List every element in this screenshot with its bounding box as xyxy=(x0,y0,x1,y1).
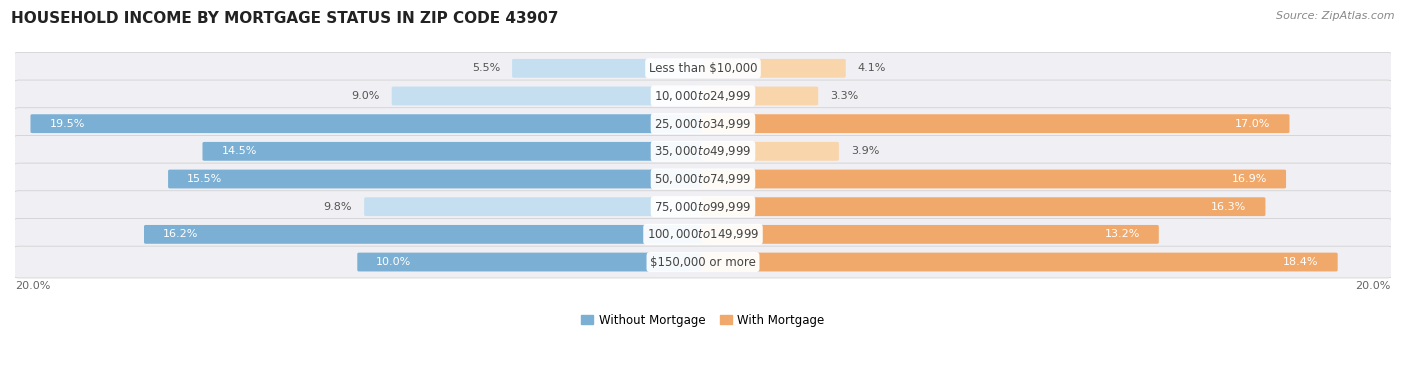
Text: HOUSEHOLD INCOME BY MORTGAGE STATUS IN ZIP CODE 43907: HOUSEHOLD INCOME BY MORTGAGE STATUS IN Z… xyxy=(11,11,558,26)
Text: Source: ZipAtlas.com: Source: ZipAtlas.com xyxy=(1277,11,1395,21)
FancyBboxPatch shape xyxy=(702,170,1286,188)
FancyBboxPatch shape xyxy=(13,52,1393,84)
Text: 16.9%: 16.9% xyxy=(1232,174,1267,184)
Text: 13.2%: 13.2% xyxy=(1105,229,1140,239)
Text: Less than $10,000: Less than $10,000 xyxy=(648,62,758,75)
FancyBboxPatch shape xyxy=(169,170,704,188)
Text: $10,000 to $24,999: $10,000 to $24,999 xyxy=(654,89,752,103)
Text: $75,000 to $99,999: $75,000 to $99,999 xyxy=(654,200,752,214)
Text: $150,000 or more: $150,000 or more xyxy=(650,256,756,268)
FancyBboxPatch shape xyxy=(512,59,704,78)
Text: $25,000 to $34,999: $25,000 to $34,999 xyxy=(654,116,752,131)
Text: 9.8%: 9.8% xyxy=(323,202,352,212)
Text: 20.0%: 20.0% xyxy=(1355,281,1391,291)
FancyBboxPatch shape xyxy=(13,191,1393,222)
Text: 14.5%: 14.5% xyxy=(221,146,257,156)
FancyBboxPatch shape xyxy=(702,142,839,161)
FancyBboxPatch shape xyxy=(31,114,704,133)
FancyBboxPatch shape xyxy=(13,135,1393,167)
Text: $35,000 to $49,999: $35,000 to $49,999 xyxy=(654,144,752,158)
FancyBboxPatch shape xyxy=(13,163,1393,195)
FancyBboxPatch shape xyxy=(13,108,1393,139)
FancyBboxPatch shape xyxy=(702,225,1159,244)
FancyBboxPatch shape xyxy=(702,59,846,78)
FancyBboxPatch shape xyxy=(702,87,818,106)
FancyBboxPatch shape xyxy=(702,197,1265,216)
FancyBboxPatch shape xyxy=(364,197,704,216)
Text: 16.2%: 16.2% xyxy=(163,229,198,239)
Text: 5.5%: 5.5% xyxy=(472,63,501,73)
Text: $50,000 to $74,999: $50,000 to $74,999 xyxy=(654,172,752,186)
Text: 19.5%: 19.5% xyxy=(49,119,84,129)
Text: 20.0%: 20.0% xyxy=(15,281,51,291)
Text: 9.0%: 9.0% xyxy=(352,91,380,101)
FancyBboxPatch shape xyxy=(13,218,1393,250)
FancyBboxPatch shape xyxy=(13,80,1393,112)
Text: 17.0%: 17.0% xyxy=(1236,119,1271,129)
Text: 3.3%: 3.3% xyxy=(831,91,859,101)
Text: $100,000 to $149,999: $100,000 to $149,999 xyxy=(647,227,759,241)
FancyBboxPatch shape xyxy=(392,87,704,106)
Text: 16.3%: 16.3% xyxy=(1212,202,1247,212)
FancyBboxPatch shape xyxy=(357,253,704,271)
FancyBboxPatch shape xyxy=(702,253,1337,271)
FancyBboxPatch shape xyxy=(143,225,704,244)
Text: 3.9%: 3.9% xyxy=(851,146,879,156)
FancyBboxPatch shape xyxy=(13,246,1393,278)
Text: 10.0%: 10.0% xyxy=(377,257,412,267)
Legend: Without Mortgage, With Mortgage: Without Mortgage, With Mortgage xyxy=(581,314,825,326)
Text: 4.1%: 4.1% xyxy=(858,63,886,73)
FancyBboxPatch shape xyxy=(702,114,1289,133)
FancyBboxPatch shape xyxy=(202,142,704,161)
Text: 18.4%: 18.4% xyxy=(1284,257,1319,267)
Text: 15.5%: 15.5% xyxy=(187,174,222,184)
